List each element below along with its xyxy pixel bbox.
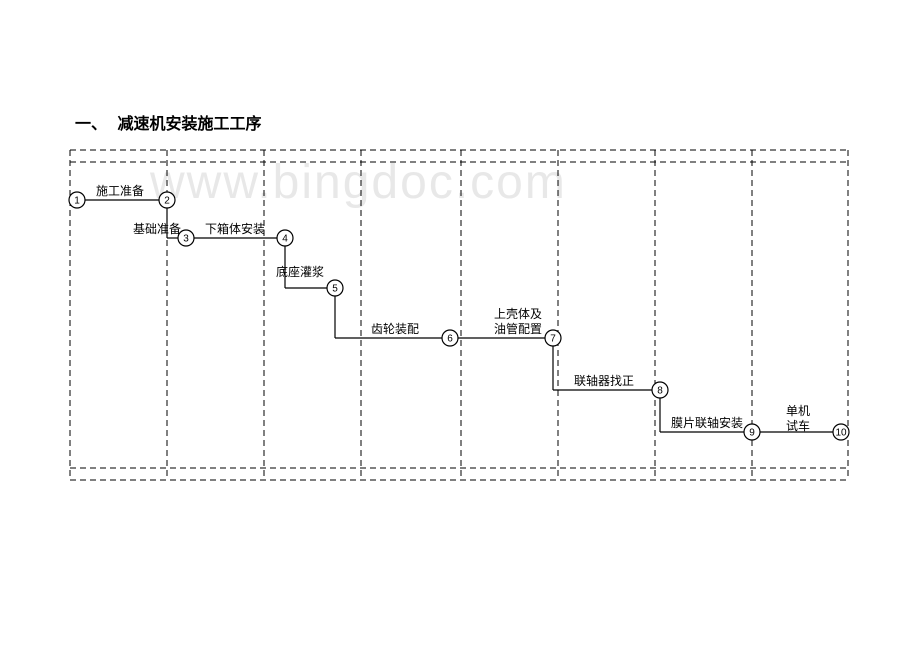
flow-node-label: 9: [749, 428, 755, 439]
flow-step-label: 油管配置: [494, 321, 542, 336]
flow-step-label: 下箱体安装: [205, 221, 265, 236]
flow-node-label: 7: [550, 334, 556, 345]
flow-node-label: 3: [183, 234, 189, 245]
flow-node-label: 6: [447, 334, 453, 345]
title-prefix: 一、: [75, 116, 107, 133]
flow-step-label: 上壳体及: [494, 307, 542, 321]
flow-node-label: 5: [332, 284, 338, 295]
flow-step-label: 联轴器找正: [574, 373, 634, 388]
flow-step-label: 底座灌浆: [276, 264, 324, 279]
page-title: 一、 减速机安装施工工序: [75, 110, 261, 134]
title-text: 减速机安装施工工序: [117, 116, 261, 133]
flow-step-label: 膜片联轴安装: [671, 415, 743, 430]
flow-node-label: 2: [164, 196, 170, 207]
flow-step-label: 试车: [786, 418, 810, 433]
flow-node-label: 10: [835, 428, 847, 439]
flow-step-label: 齿轮装配: [371, 322, 419, 336]
flow-node-label: 1: [74, 196, 80, 207]
flowchart: 1 2 3 4 5 6 7 8 9 10 施工准备基础准备 下箱体安装底座灌浆齿轮装配 上壳体及油管配置…: [0, 0, 920, 651]
flow-node-label: 8: [657, 386, 663, 397]
flow-step-label: 施工准备: [96, 184, 144, 198]
flow-step-label: 基础准备: [133, 222, 181, 236]
page: www.bingdoc.com 一、 减速机安装施工工序 12345678910…: [0, 0, 920, 651]
flow-node-label: 4: [282, 234, 288, 245]
flow-step-label: 单机: [786, 404, 810, 418]
